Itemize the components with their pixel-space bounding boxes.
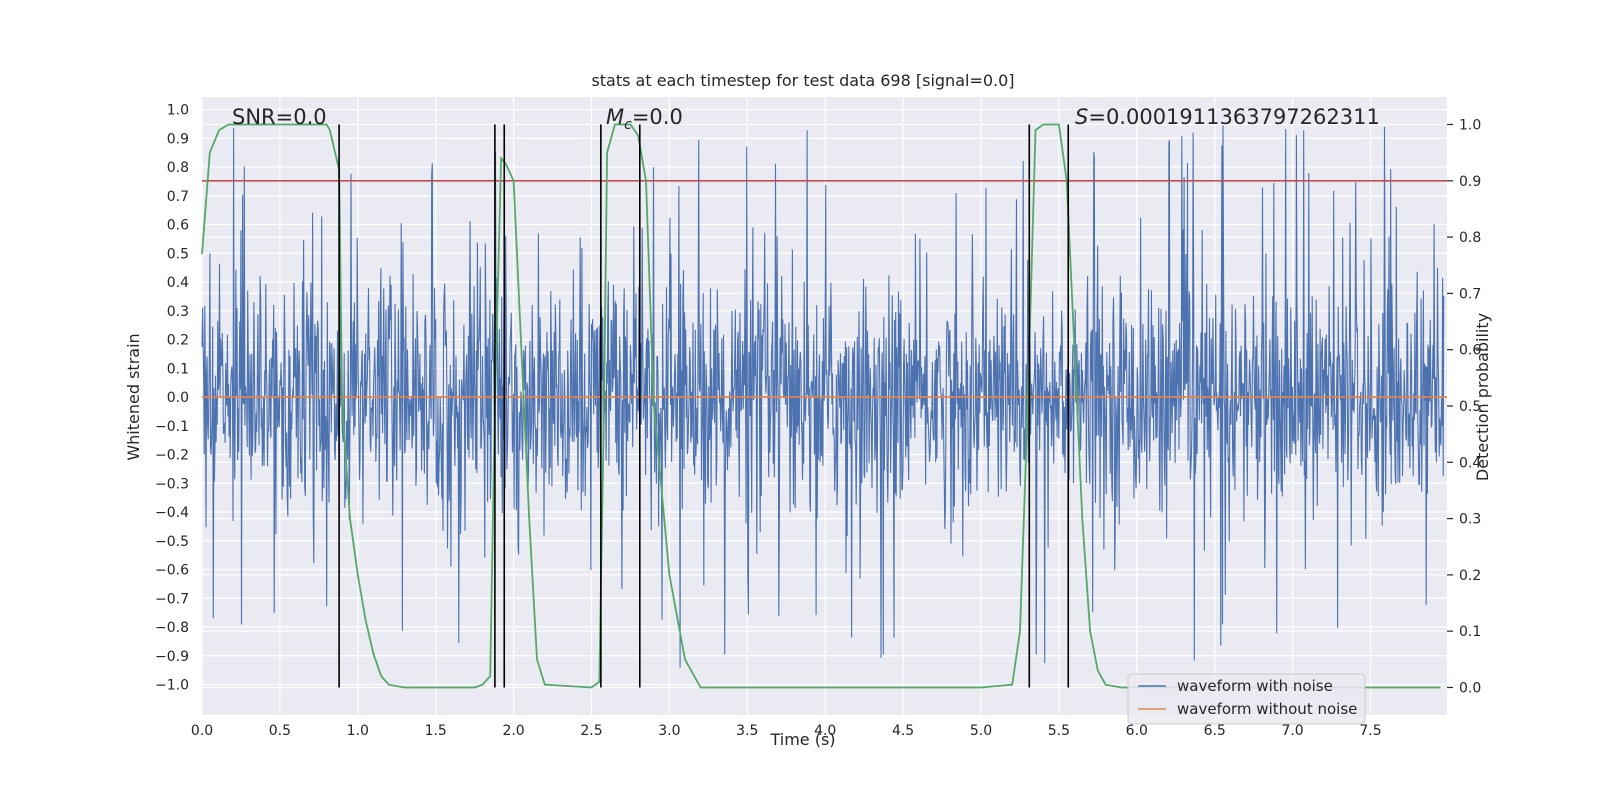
y2-tick-label: 0.7 [1459, 286, 1481, 302]
detection-probability-line [201, 123, 1441, 689]
noisy-waveform [201, 125, 1445, 668]
x-tick-label: 2.0 [502, 723, 524, 739]
x-tick-label: 5.0 [970, 723, 992, 739]
y-tick-label: 0.1 [167, 361, 189, 377]
y2-tick-label: 0.5 [1459, 399, 1481, 415]
legend: waveform with noise waveform without noi… [1127, 673, 1366, 725]
y-axis-ticks: 1.0 0.9 0.8 0.7 0.6 0.5 0.4 0.3 0.2 0.1 0.0 −0.1 −0.… [155, 103, 189, 694]
segment-markers [338, 124, 1070, 688]
y-tick-label: 0.0 [167, 390, 189, 406]
snr-prefix: SNR= [232, 105, 293, 129]
x-tick-label: 2.5 [580, 723, 602, 739]
x-tick-label: 4.5 [892, 723, 914, 739]
y2-tick-label: 0.9 [1459, 174, 1481, 190]
mc-subscript: c [624, 117, 632, 133]
mc-symbol: M [606, 105, 624, 129]
y-tick-label: 0.8 [167, 160, 189, 176]
y-axis-label: Whitened strain [124, 333, 143, 460]
x-axis-label: Time (s) [769, 730, 835, 749]
y2-tick-label: 0.3 [1459, 512, 1481, 528]
s-value: =0.0001911363797262311 [1088, 105, 1380, 129]
x-tick-label: 3.5 [736, 723, 758, 739]
x-axis-ticks: 0.0 0.5 1.0 1.5 2.0 2.5 3.0 3.5 4.0 4.5 5.0 5.5 6.0 6… [191, 723, 1382, 739]
y-tick-label: 0.4 [167, 275, 189, 291]
mc-value: =0.0 [632, 105, 683, 129]
y-tick-label: −0.1 [155, 419, 189, 435]
x-tick-label: 3.0 [658, 723, 680, 739]
y2-axis-ticks: 1.0 0.9 0.8 0.7 0.6 0.5 0.4 0.3 0.2 0.1 0.0 [1447, 118, 1481, 697]
y2-tick-label: 0.6 [1459, 343, 1481, 359]
y2-tick-label: 1.0 [1459, 118, 1481, 134]
waveform-with-noise-line [201, 125, 1445, 668]
s-annotation: S=0.0001911363797262311 [1075, 105, 1380, 129]
y-tick-label: −0.2 [155, 448, 189, 464]
legend-box [1127, 673, 1366, 725]
y-tick-label: 0.3 [167, 304, 189, 320]
y-tick-label: 0.5 [167, 246, 189, 262]
y-tick-label: 1.0 [167, 103, 189, 119]
x-tick-label: 0.0 [191, 723, 213, 739]
x-tick-label: 1.5 [425, 723, 447, 739]
snr-value: 0.0 [293, 105, 326, 129]
y-tick-label: 0.6 [167, 218, 189, 234]
s-symbol: S [1075, 105, 1088, 129]
y-tick-label: −0.8 [155, 620, 189, 636]
y2-tick-label: 0.8 [1459, 230, 1481, 246]
y2-axis-label: Detection probability [1473, 313, 1492, 481]
y-tick-label: −0.6 [155, 563, 189, 579]
x-tick-label: 7.5 [1359, 723, 1381, 739]
y-tick-label: −0.4 [155, 505, 189, 521]
y-tick-label: 0.9 [167, 131, 189, 147]
y2-tick-label: 0.4 [1459, 455, 1481, 471]
legend-label-noise: waveform with noise [1177, 677, 1333, 695]
x-tick-label: 4.0 [814, 723, 836, 739]
x-tick-label: 6.0 [1126, 723, 1148, 739]
y-tick-label: 0.7 [167, 189, 189, 205]
x-tick-label: 5.5 [1048, 723, 1070, 739]
y-tick-label: −0.3 [155, 476, 189, 492]
x-tick-label: 6.5 [1204, 723, 1226, 739]
y2-tick-label: 0.2 [1459, 568, 1481, 584]
chirp-mass-annotation: Mc=0.0 [606, 105, 683, 133]
y2-tick-label: 0.1 [1459, 624, 1481, 640]
y-tick-label: −0.5 [155, 534, 189, 550]
snr-annotation: SNR=0.0 [232, 105, 327, 129]
x-tick-label: 7.0 [1281, 723, 1303, 739]
y-tick-label: −1.0 [155, 678, 189, 694]
y-tick-label: −0.9 [155, 649, 189, 665]
series-lines [201, 123, 1447, 689]
y-tick-label: 0.2 [167, 333, 189, 349]
x-tick-label: 0.5 [269, 723, 291, 739]
y2-tick-label: 0.0 [1459, 681, 1481, 697]
y-tick-label: −0.7 [155, 591, 189, 607]
legend-label-clean: waveform without noise [1177, 700, 1357, 718]
x-tick-label: 1.0 [347, 723, 369, 739]
chart-title: stats at each timestep for test data 698… [591, 71, 1014, 90]
